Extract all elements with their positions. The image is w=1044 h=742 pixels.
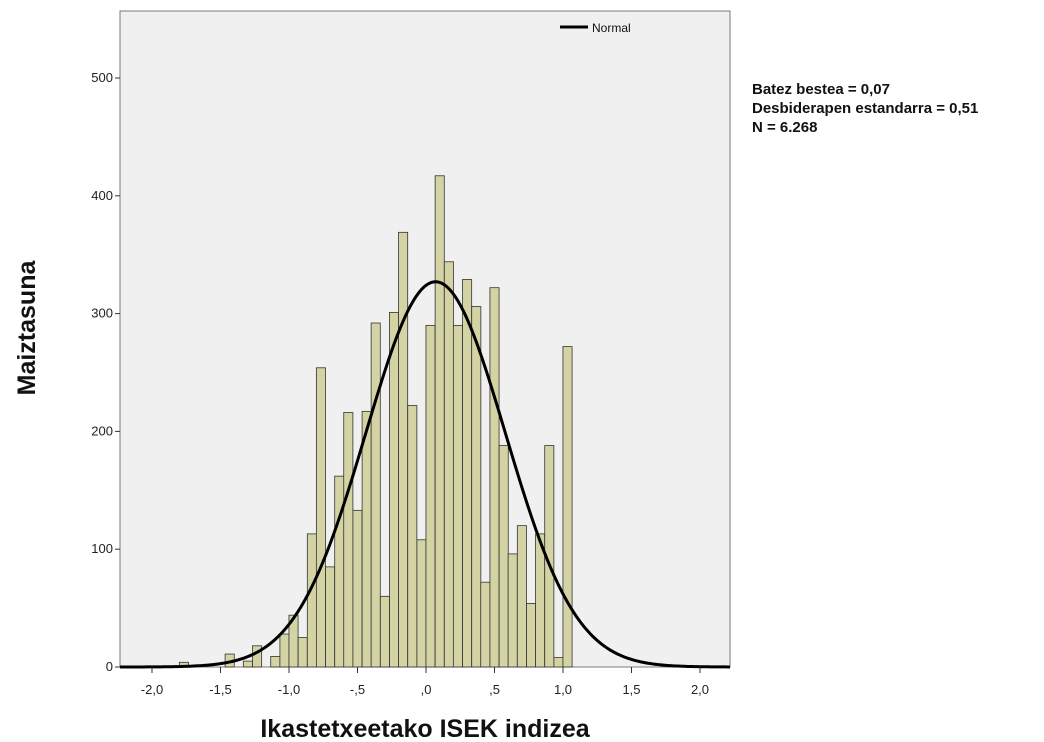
mean-stat: Batez bestea = 0,07 <box>752 81 890 98</box>
histogram-bar-14 <box>361 410 372 668</box>
summary-stats: Batez bestea = 0,07 Desbiderapen estanda… <box>752 80 978 137</box>
histogram-bar-2 <box>242 660 253 668</box>
histogram-bar-3 <box>252 645 263 668</box>
histogram-bar-8 <box>306 533 317 668</box>
x-tick-label: -1,5 <box>209 682 231 697</box>
x-tick-label: ,5 <box>489 682 500 697</box>
histogram-bar-9 <box>315 367 326 668</box>
histogram-bar-12 <box>343 412 354 668</box>
x-axis-title: Ikastetxeetako ISEK indizea <box>260 715 590 742</box>
n-stat: N = 6.268 <box>752 119 818 136</box>
histogram-bar-36 <box>562 346 573 668</box>
histogram-bars <box>178 175 573 668</box>
histogram-bar-7 <box>297 637 308 668</box>
histogram-bar-28 <box>489 287 500 668</box>
y-tick-label: 100 <box>91 541 113 556</box>
histogram-bar-10 <box>325 566 336 668</box>
x-tick-label: 2,0 <box>691 682 709 697</box>
y-axis-title: Maiztasuna <box>13 260 41 396</box>
x-tick-label: 1,5 <box>622 682 640 697</box>
x-tick-label: -1,0 <box>278 682 300 697</box>
y-axis: 0 100 200 300 400 500 <box>91 70 120 674</box>
histogram-bar-15 <box>370 322 381 668</box>
histogram-bar-35 <box>553 657 564 668</box>
x-axis: -2,0 -1,5 -1,0 -,5 ,0 ,5 1,0 1,5 2,0 <box>141 667 709 697</box>
histogram-bar-23 <box>443 261 454 668</box>
y-tick-label: 400 <box>91 188 113 203</box>
x-tick-label: ,0 <box>421 682 432 697</box>
legend: Normal <box>560 21 631 35</box>
histogram-bar-16 <box>379 595 390 668</box>
histogram-bar-27 <box>480 581 491 668</box>
histogram-bar-25 <box>462 279 473 668</box>
legend-label: Normal <box>592 21 631 35</box>
histogram-bar-33 <box>535 533 546 668</box>
histogram-bar-17 <box>389 312 400 668</box>
histogram-bar-5 <box>279 633 290 668</box>
histogram-bar-20 <box>416 539 427 668</box>
histogram-bar-19 <box>407 405 418 668</box>
histogram-bar-29 <box>498 445 509 668</box>
y-tick-label: 0 <box>106 659 113 674</box>
y-tick-label: 200 <box>91 423 113 438</box>
histogram-bar-22 <box>434 175 445 668</box>
histogram-bar-21 <box>425 324 436 668</box>
histogram-bar-30 <box>507 553 518 668</box>
histogram-bar-26 <box>471 306 482 668</box>
histogram-bar-13 <box>352 509 363 668</box>
normal-curve <box>119 280 731 669</box>
x-tick-label: -2,0 <box>141 682 163 697</box>
y-tick-label: 500 <box>91 70 113 85</box>
y-tick-label: 300 <box>91 306 113 321</box>
histogram-bar-24 <box>452 324 463 668</box>
sd-stat: Desbiderapen estandarra = 0,51 <box>752 100 979 117</box>
x-tick-label: 1,0 <box>554 682 572 697</box>
histogram-bar-18 <box>398 231 409 668</box>
histogram-bar-4 <box>270 656 281 668</box>
histogram-bar-31 <box>516 525 527 668</box>
histogram-bar-32 <box>526 602 537 668</box>
x-tick-label: -,5 <box>350 682 365 697</box>
